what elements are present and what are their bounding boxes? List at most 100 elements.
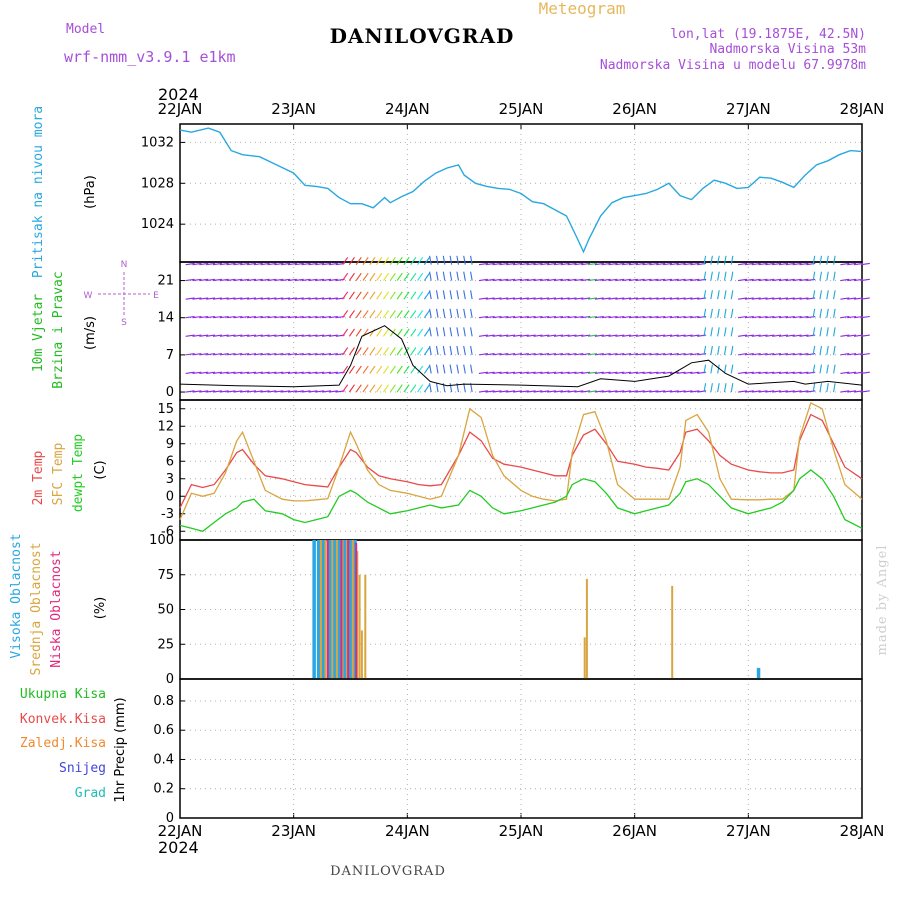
wind-barb <box>533 353 543 356</box>
wind-barb <box>322 315 332 319</box>
wind-barb <box>403 328 410 337</box>
wind-barb <box>663 334 673 337</box>
temp-label-sfc: SFC Temp <box>51 443 66 506</box>
wind-barb <box>253 262 263 266</box>
wind-barb <box>860 334 870 337</box>
wind-barb <box>485 278 495 282</box>
wind-barb <box>526 371 536 375</box>
wind-barb <box>547 334 557 337</box>
wind-barb <box>703 364 707 374</box>
wind-barb <box>860 297 870 300</box>
wind-barb <box>819 364 823 374</box>
wind-barb <box>492 315 502 319</box>
wind-barb <box>812 345 816 355</box>
wind-barb <box>547 390 557 393</box>
wind-barb <box>240 371 250 375</box>
wind-barb <box>342 310 349 319</box>
wind-barb <box>765 262 775 266</box>
wind-barb <box>423 347 430 356</box>
wind-barb <box>744 334 754 337</box>
wind-barb <box>192 278 202 282</box>
wind-barb <box>449 290 453 300</box>
x-date-label-bottom: 26JAN <box>612 822 657 840</box>
wind-barb <box>362 291 369 300</box>
wind-barb <box>301 297 311 300</box>
wind-barb <box>833 345 836 355</box>
wind-barb <box>533 390 543 393</box>
wind-barb <box>560 315 570 319</box>
wind-barb <box>478 334 488 337</box>
wind-barb <box>574 297 584 300</box>
wind-barb <box>429 345 432 355</box>
wind-barb <box>442 308 446 318</box>
wind-barb <box>281 315 291 319</box>
wind-barb <box>322 353 332 356</box>
wind-barb <box>294 278 304 282</box>
wind-barb <box>738 262 748 266</box>
wind-barb <box>274 334 284 337</box>
wind-barb <box>429 327 432 337</box>
wind-barb <box>738 371 748 375</box>
wind-barb <box>219 353 229 356</box>
wind-barb <box>355 256 362 265</box>
wind-barb <box>812 290 816 300</box>
wind-barb <box>751 353 761 356</box>
wind-barb <box>819 345 823 355</box>
wind-barb <box>212 297 222 300</box>
date-labels-top: 22JAN 23JAN 24JAN 25JAN 26JAN 27JAN 28JAN <box>158 100 884 129</box>
y-tick-label: 21 <box>157 274 174 289</box>
wind-barb <box>281 262 291 266</box>
wind-barb <box>185 262 195 266</box>
wind-barb <box>322 262 332 266</box>
wind-barb <box>840 262 850 266</box>
y-tick-label: 15 <box>157 402 174 417</box>
wind-barb <box>663 262 673 266</box>
cloud-bar-mid <box>356 551 359 679</box>
temp-2m-line <box>179 413 863 509</box>
wind-barb <box>185 390 195 393</box>
wind-barb <box>751 390 761 393</box>
wind-barb <box>294 297 304 300</box>
wind-barb <box>499 353 509 356</box>
wind-barb <box>260 334 270 337</box>
wind-barb <box>560 390 570 393</box>
wind-barb <box>226 334 236 337</box>
wind-barb <box>403 384 410 393</box>
wind-barb <box>567 315 577 319</box>
wind-barb <box>253 353 263 356</box>
wind-barb <box>812 327 816 337</box>
wind-barb <box>758 353 768 356</box>
wind-barb <box>362 272 369 281</box>
compass-n: N <box>121 260 128 270</box>
wind-barb <box>199 315 209 319</box>
wind-barb <box>410 272 417 281</box>
wind-barb <box>663 390 673 393</box>
wind-barb <box>308 371 318 375</box>
wind-barb <box>567 390 577 393</box>
wind-barb <box>622 315 632 319</box>
wind-barb <box>581 353 591 356</box>
wind-barb <box>642 334 652 337</box>
wind-barb <box>322 334 332 337</box>
wind-barb <box>369 272 376 281</box>
wind-barb <box>765 390 775 393</box>
wind-barb <box>738 390 748 393</box>
wind-barb <box>567 262 577 266</box>
wind-barb <box>649 353 659 356</box>
wind-barb <box>383 384 390 393</box>
wind-barb <box>622 278 632 282</box>
wind-barb <box>342 347 349 356</box>
wind-barb <box>267 334 277 337</box>
wind-barb <box>758 371 768 375</box>
wind-barb <box>778 390 788 393</box>
wind-barb <box>751 297 761 300</box>
wind-barb <box>587 262 598 266</box>
wind-barb <box>772 390 782 393</box>
temp-dewpt-line <box>179 469 863 533</box>
wind-barb <box>369 310 376 319</box>
wind-barb <box>744 278 754 282</box>
y-tick-label: 3 <box>166 472 174 487</box>
pressure-series-line <box>179 127 863 254</box>
wind-barb <box>717 271 720 281</box>
wind-barb <box>478 278 488 282</box>
